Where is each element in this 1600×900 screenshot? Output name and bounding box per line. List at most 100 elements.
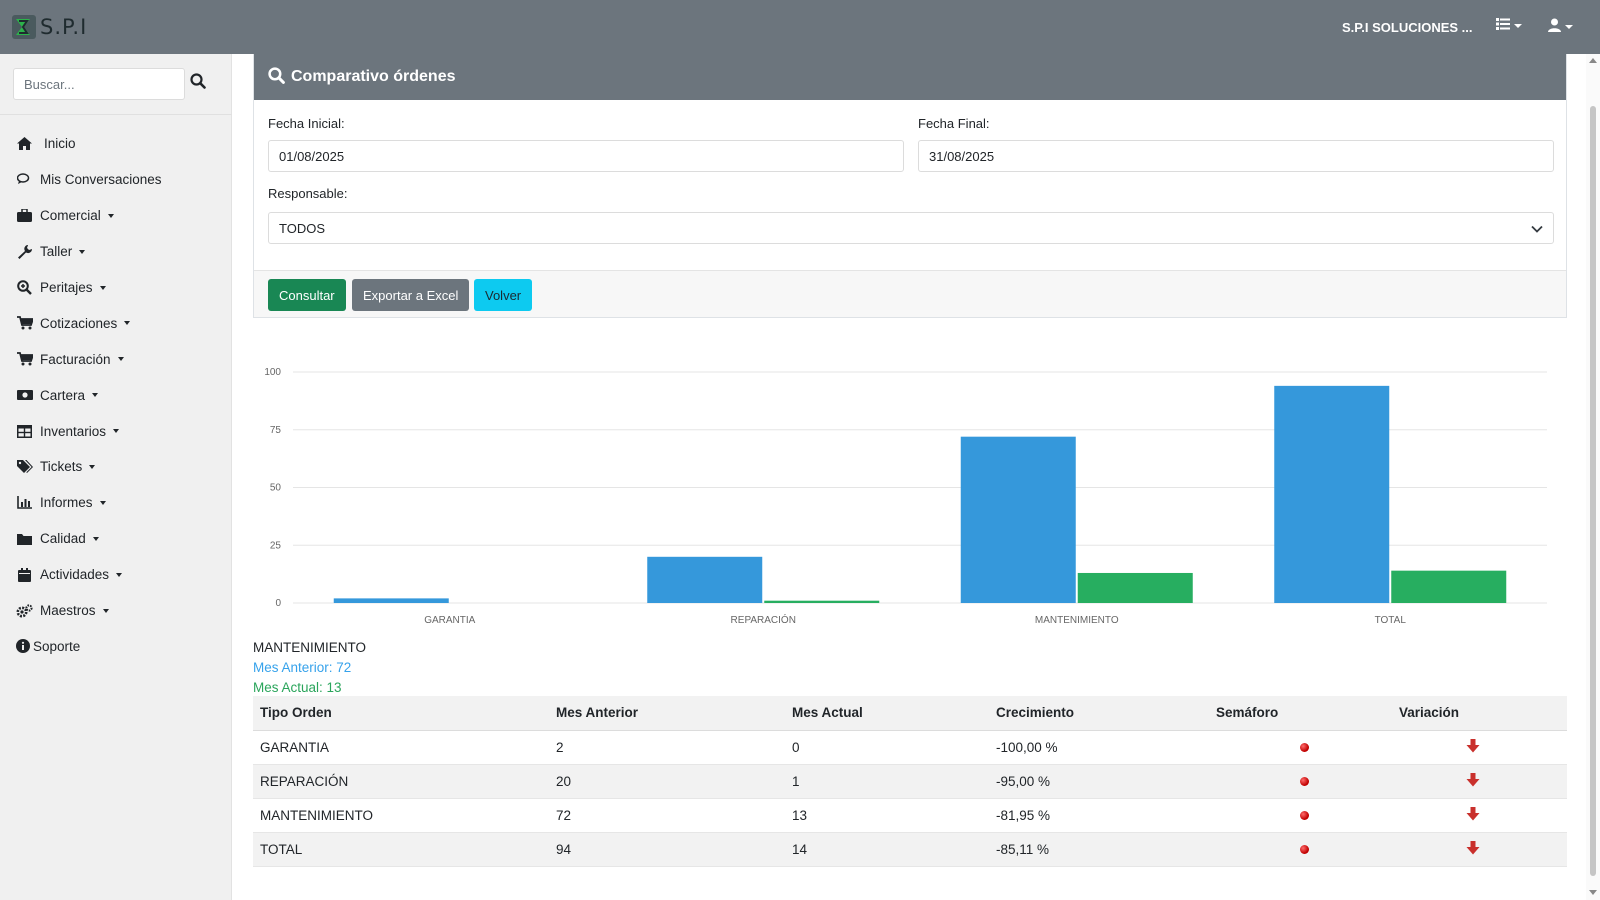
chart-bar [647, 556, 763, 603]
sidebar-item-tickets[interactable]: Tickets [16, 449, 226, 485]
sidebar-item-inicio[interactable]: Inicio [16, 126, 226, 162]
page-scrollbar[interactable] [1586, 54, 1600, 900]
table-cell-crecimiento: -85,11 % [989, 832, 1209, 867]
company-name[interactable]: S.P.I SOLUCIONES ... [1342, 20, 1473, 35]
sidebar-item-taller[interactable]: Taller [16, 234, 226, 270]
sidebar-item-actividades[interactable]: Actividades [16, 557, 226, 593]
y-tick-label: 50 [270, 483, 282, 494]
x-tick-label: MANTENIMIENTO [1035, 615, 1119, 626]
table-cell-variacion [1392, 730, 1567, 765]
table-cell-tipo: MANTENIMIENTO [253, 798, 549, 833]
red-light-icon [1299, 844, 1309, 854]
arrow-down-icon [1466, 738, 1480, 756]
chart-bar [1391, 570, 1507, 603]
sidebar-search [13, 68, 185, 100]
bar-chart[interactable]: 0 25 50 75 100 GARANTIA REPARACIÓN MANTENIMIENT… [253, 358, 1567, 628]
red-light-icon [1299, 810, 1309, 820]
sidebar-item-label: Calidad [40, 531, 86, 547]
user-icon [1548, 18, 1561, 35]
chevron-down-icon [92, 393, 99, 398]
sidebar-item-maestros[interactable]: Maestros [16, 593, 226, 629]
scroll-down-icon[interactable] [1589, 890, 1597, 895]
chevron-down-icon [79, 249, 86, 254]
chevron-down-icon [1531, 221, 1543, 236]
chart-icon [16, 495, 33, 511]
cart-icon [16, 315, 33, 331]
chevron-down-icon [113, 429, 120, 434]
comparison-chart: 0 25 50 75 100 GARANTIA REPARACIÓN MANTENIMIENT… [253, 358, 1567, 628]
money-icon [16, 387, 33, 403]
arrow-down-icon [1466, 840, 1480, 858]
chevron-down-icon [117, 357, 124, 362]
fecha-inicial-field[interactable] [268, 140, 904, 172]
list-icon [1496, 18, 1510, 33]
sidebar-item-soporte[interactable]: Soporte [16, 628, 226, 664]
table-cell-actual: 0 [785, 730, 989, 765]
menu-dropdown[interactable] [1496, 18, 1522, 33]
consultar-button[interactable]: Consultar [268, 279, 346, 311]
column-header[interactable]: Semáforo [1209, 696, 1392, 731]
volver-button[interactable]: Volver [474, 279, 533, 311]
top-navbar: S.P.I S.P.I SOLUCIONES ... [0, 0, 1600, 54]
user-dropdown[interactable] [1548, 18, 1573, 35]
sidebar-item-label: Tickets [40, 459, 83, 475]
search-icon[interactable] [190, 73, 212, 95]
sidebar-item-label: Inventarios [40, 423, 107, 439]
table-row: MANTENIMIENTO 72 13 -81,95 % [253, 798, 1567, 833]
table-cell-variacion [1392, 798, 1567, 833]
chart-bar [1077, 572, 1193, 603]
column-header[interactable]: Mes Anterior [549, 696, 785, 731]
red-light-icon [1299, 742, 1309, 752]
table-cell-actual: 14 [785, 832, 989, 867]
responsable-label: Responsable: [268, 186, 348, 201]
sidebar-item-comercial[interactable]: Comercial [16, 198, 226, 234]
table-cell-semaforo [1209, 798, 1392, 833]
table-cell-actual: 1 [785, 764, 989, 799]
sidebar-item-label: Actividades [40, 567, 110, 583]
summary-mes-actual: Mes Actual: 13 [253, 680, 342, 695]
table-cell-crecimiento: -100,00 % [989, 730, 1209, 765]
sidebar-item-informes[interactable]: Informes [16, 485, 226, 521]
responsable-select[interactable]: TODOS [268, 212, 1554, 244]
scroll-up-icon[interactable] [1589, 58, 1597, 63]
sidebar-item-mis-conversaciones[interactable]: Mis Conversaciones [16, 162, 226, 198]
column-header[interactable]: Mes Actual [785, 696, 989, 731]
sidebar-item-cartera[interactable]: Cartera [16, 377, 226, 413]
chart-bar [764, 600, 880, 603]
summary-mes-anterior: Mes Anterior: 72 [253, 660, 352, 675]
sidebar-item-peritajes[interactable]: Peritajes [16, 270, 226, 306]
chevron-down-icon [107, 213, 114, 218]
table-row: GARANTIA 2 0 -100,00 % [253, 730, 1567, 765]
card-footer: Consultar Exportar a Excel Volver [254, 270, 1566, 317]
chevron-down-icon [89, 464, 96, 469]
sidebar-item-label: Soporte [33, 638, 81, 654]
sidebar-item-facturacion[interactable]: Facturación [16, 341, 226, 377]
table-cell-anterior: 2 [549, 730, 785, 765]
fecha-final-field[interactable] [918, 140, 1554, 172]
table-cell-actual: 13 [785, 798, 989, 833]
sidebar: Inicio Mis Conversaciones Comercial Taller P… [0, 54, 232, 900]
scroll-thumb[interactable] [1590, 106, 1596, 876]
sidebar-item-inventarios[interactable]: Inventarios [16, 413, 226, 449]
wrench-icon [16, 244, 33, 260]
brand-logo[interactable]: S.P.I [10, 12, 87, 42]
chart-summary: MANTENIMIENTO Mes Anterior: 72 Mes Actua… [253, 638, 366, 698]
table-cell-semaforo [1209, 764, 1392, 799]
sidebar-item-label: Cotizaciones [40, 315, 118, 331]
sidebar-item-label: Maestros [40, 603, 96, 619]
sidebar-item-label: Inicio [44, 136, 76, 152]
sidebar-item-cotizaciones[interactable]: Cotizaciones [16, 305, 226, 341]
export-excel-button[interactable]: Exportar a Excel [352, 279, 470, 311]
chevron-down-icon [102, 608, 109, 613]
column-header[interactable]: Tipo Orden [253, 696, 549, 731]
fecha-inicial-label: Fecha Inicial: [268, 116, 345, 131]
table-cell-anterior: 20 [549, 764, 785, 799]
sidebar-item-calidad[interactable]: Calidad [16, 521, 226, 557]
y-tick-label: 75 [270, 425, 282, 436]
column-header[interactable]: Crecimiento [989, 696, 1209, 731]
column-header[interactable]: Variación [1392, 696, 1567, 731]
sidebar-item-label: Cartera [40, 387, 86, 403]
search-input[interactable] [13, 68, 185, 100]
sidebar-item-label: Informes [40, 495, 93, 511]
sidebar-item-label: Peritajes [40, 280, 93, 295]
